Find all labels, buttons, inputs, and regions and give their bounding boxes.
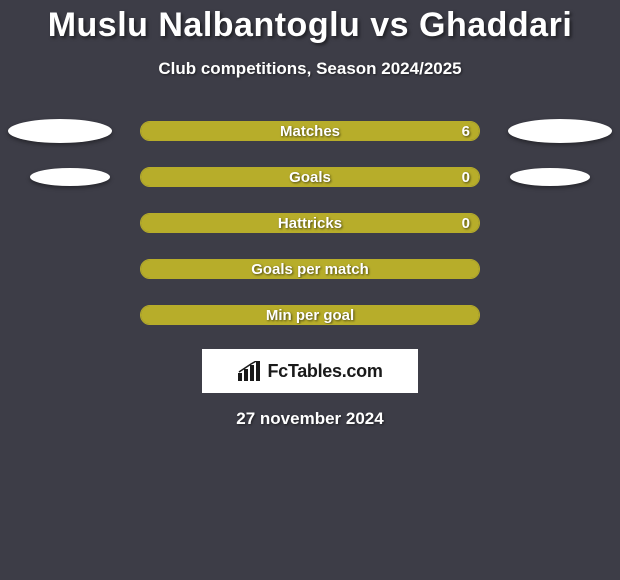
player-ellipse [8, 119, 112, 143]
bar-wrap: Min per goal [140, 305, 480, 325]
stat-row: Goals per match [0, 259, 620, 279]
stat-row: Min per goal [0, 305, 620, 325]
logo-box: FcTables.com [202, 349, 418, 393]
bar-left-fill [141, 306, 479, 324]
logo-text: FcTables.com [267, 361, 382, 382]
value-right: 0 [462, 167, 470, 187]
page-title: Muslu Nalbantoglu vs Ghaddari [48, 6, 573, 45]
player-ellipse [510, 168, 590, 186]
bar-wrap: Matches [140, 121, 480, 141]
bar-wrap: Goals [140, 167, 480, 187]
value-right: 6 [462, 121, 470, 141]
player-ellipse [508, 119, 612, 143]
bar-left-fill [141, 168, 310, 186]
stat-row: Goals0 [0, 167, 620, 187]
comparison-infographic: Muslu Nalbantoglu vs Ghaddari Club compe… [0, 0, 620, 429]
bar-wrap: Goals per match [140, 259, 480, 279]
chart-area: Matches6Goals0Hattricks0Goals per matchM… [0, 121, 620, 325]
player-ellipse [30, 168, 110, 186]
stat-row: Matches6 [0, 121, 620, 141]
bar-right-fill [141, 214, 479, 232]
date-text: 27 november 2024 [236, 409, 383, 429]
value-right: 0 [462, 213, 470, 233]
bar-right-fill [310, 168, 479, 186]
bar-wrap: Hattricks [140, 213, 480, 233]
bar-right-fill [141, 122, 479, 140]
page-subtitle: Club competitions, Season 2024/2025 [158, 59, 461, 79]
bars-icon [237, 361, 261, 381]
stat-row: Hattricks0 [0, 213, 620, 233]
bar-left-fill [141, 260, 479, 278]
